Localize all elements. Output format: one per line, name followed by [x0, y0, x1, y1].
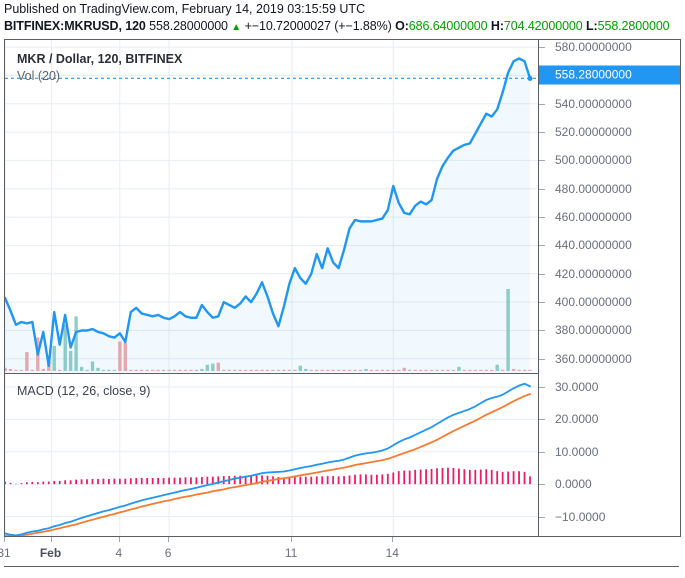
time-axis-label: 4	[115, 546, 123, 560]
time-axis-top-border	[5, 536, 680, 537]
open-value: 686.64000000	[408, 19, 488, 33]
macd-axis-label: 10.0000	[555, 444, 599, 459]
quote-line: BITFINEX:MKRUSD, 120 558.28000000 ▲ +−10…	[4, 19, 670, 33]
price-axis-label: 440.00000000	[555, 238, 632, 253]
published-line: Published on TradingView.com, February 1…	[4, 2, 366, 16]
symbol-label: BITFINEX:MKRUSD,	[4, 19, 122, 33]
price-axis-tick	[539, 188, 545, 190]
macd-plot	[5, 374, 538, 536]
macd-axis-tick	[539, 386, 545, 388]
macd-axis-label: 20.0000	[555, 412, 599, 427]
macd-axis-tick	[539, 516, 545, 518]
price-axis-divider	[538, 40, 539, 536]
price-axis-label: 360.00000000	[555, 351, 632, 366]
interval-label: 120	[125, 19, 146, 33]
macd-axis-tick	[539, 419, 545, 421]
price-axis-tick	[539, 358, 545, 360]
price-axis-tick	[539, 132, 545, 134]
time-axis[interactable]: 31 Feb 4 6 11 14	[0, 537, 681, 575]
price-axis-label: 580.00000000	[555, 40, 632, 55]
price-axis-label: 460.00000000	[555, 210, 632, 225]
pane-separator	[5, 373, 538, 374]
time-axis-label: 6	[164, 546, 172, 560]
time-axis-label: Feb	[39, 546, 62, 560]
current-price-label: 558.28000000	[539, 65, 680, 85]
volume-legend-label: Vol (20)	[17, 69, 61, 83]
change-value: +−10.72000027	[244, 19, 331, 33]
price-axis-label: 400.00000000	[555, 295, 632, 310]
time-axis-tick	[50, 537, 52, 542]
high-label: H:	[490, 19, 504, 33]
time-axis-label: 31	[0, 546, 11, 560]
price-axis-tick	[539, 160, 545, 162]
time-axis-tick	[168, 537, 170, 542]
price-pane[interactable]: MKR / Dollar, 120, BITFINEX Vol (20)	[5, 40, 538, 373]
price-axis-label: 480.00000000	[555, 181, 632, 196]
open-label: O:	[395, 19, 409, 33]
price-axis-tick	[539, 103, 545, 105]
change-percent-value: (+−1.88%)	[334, 19, 392, 33]
time-axis-tick	[118, 537, 120, 542]
price-axis-label: 380.00000000	[555, 323, 632, 338]
time-axis-tick	[392, 537, 394, 542]
price-axis-label: 540.00000000	[555, 96, 632, 111]
price-axis-label: 420.00000000	[555, 266, 632, 281]
time-axis-label: 14	[385, 546, 399, 560]
macd-legend-label: MACD (12, 26, close, 9)	[17, 384, 151, 398]
macd-pane[interactable]: MACD (12, 26, close, 9)	[5, 374, 538, 536]
price-axis-tick	[539, 245, 545, 247]
macd-axis-label: 30.0000	[555, 379, 599, 394]
price-axis-label: 520.00000000	[555, 125, 632, 140]
price-axis-label: 500.00000000	[555, 153, 632, 168]
time-axis-bottom-border	[4, 566, 679, 567]
macd-axis-tick	[539, 451, 545, 453]
price-legend-title: MKR / Dollar, 120, BITFINEX	[17, 52, 183, 66]
macd-axis-label: 0.0000	[555, 477, 592, 492]
chart-frame: MKR / Dollar, 120, BITFINEX Vol (20) MAC…	[4, 39, 681, 537]
chart-header: Published on TradingView.com, February 1…	[0, 0, 685, 38]
time-axis-label: 11	[284, 546, 298, 560]
price-plot	[5, 40, 538, 373]
price-axis-tick	[539, 217, 545, 219]
price-axis-tick	[539, 330, 545, 332]
low-label: L:	[586, 19, 598, 33]
price-axis[interactable]: 580.00000000 558.28000000 540.00000000 520.…	[539, 40, 680, 536]
high-value: 704.42000000	[503, 19, 583, 33]
up-triangle-icon: ▲	[231, 22, 242, 33]
macd-axis-tick	[539, 484, 545, 486]
price-axis-tick	[539, 47, 545, 49]
low-value: 558.2800000	[597, 19, 670, 33]
last-price-value: 558.28000000	[149, 19, 228, 33]
time-axis-tick	[4, 537, 5, 542]
price-axis-tick	[539, 302, 545, 304]
macd-axis-label: −10.0000	[555, 509, 606, 524]
time-axis-tick	[291, 537, 293, 542]
price-axis-tick	[539, 273, 545, 275]
